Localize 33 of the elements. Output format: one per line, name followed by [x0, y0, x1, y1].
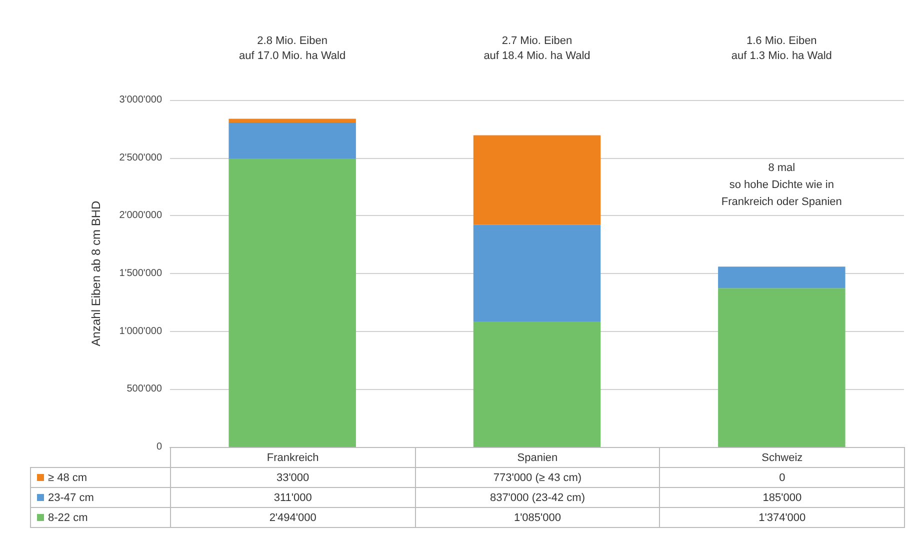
- y-tick-label: 2'500'000: [119, 152, 162, 164]
- y-tick-label: 1'000'000: [119, 326, 162, 337]
- x-tick-label: Spanien: [414, 447, 660, 468]
- y-tick-label: 1'500'000: [119, 268, 162, 279]
- text: 2.8 Mio. Eiben auf 17.0 Mio. ha Wald: [238, 34, 347, 64]
- data-label: 837'000 (23-42 cm): [414, 487, 660, 508]
- bar: [473, 135, 601, 225]
- bar: [718, 266, 846, 288]
- data-label: 0: [659, 467, 905, 488]
- data-label: 311'000: [170, 487, 416, 508]
- bar: [228, 122, 356, 159]
- y-tick-label: 2'000'000: [119, 210, 162, 222]
- data-label: 773'000 (≥ 43 cm): [414, 467, 660, 488]
- y-tick-label: 0: [156, 442, 162, 452]
- data-label: 185'000: [659, 487, 905, 508]
- x-tick-label: Frankreich: [170, 447, 416, 468]
- legend-label: 8-22 cm: [30, 507, 171, 528]
- data-label: 33'000: [170, 467, 416, 488]
- y-tick-label: 500'000: [126, 384, 162, 395]
- bar: [473, 224, 601, 322]
- bar: [228, 118, 356, 123]
- legend-label: 23-47 cm: [30, 487, 171, 508]
- y-tick-label: 3'000'000: [119, 94, 162, 106]
- bar: [473, 322, 601, 447]
- annotation: 8 mal so hohe Dichte wie in Frankreich oder Spanien: [720, 161, 843, 210]
- x-tick-label: Schweiz: [659, 447, 905, 468]
- data-label: 1'085'000: [414, 507, 660, 528]
- legend-label: ≥ 48 cm: [30, 467, 171, 488]
- data-label: 2'494'000: [170, 507, 416, 528]
- data-label: 1'374'000: [659, 507, 905, 528]
- y-axis-title: Anzahl Eiben ab 8 cm BHD: [89, 200, 103, 346]
- text: 2.7 Mio. Eiben auf 18.4 Mio. ha Wald: [482, 34, 592, 64]
- text: 1.6 Mio. Eiben auf 1.3 Mio. ha Wald: [730, 34, 833, 64]
